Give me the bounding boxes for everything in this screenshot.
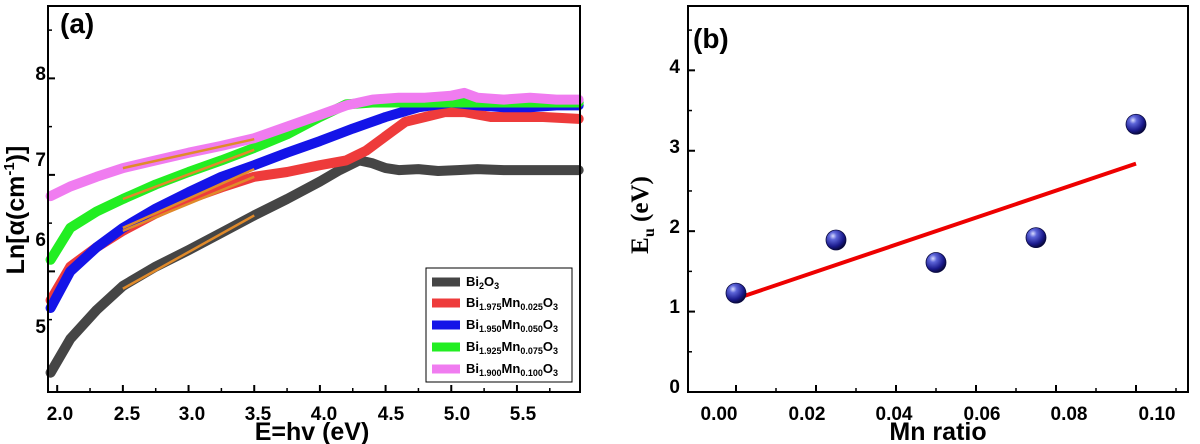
- legend-entry-label: Bi1.975Mn0.025O3: [466, 295, 558, 312]
- fit-segment: [122, 214, 255, 290]
- chart-b: 0.00 0.02 0.04 0.06 0.08 0.10 0 1 2 3 4 …: [627, 5, 1189, 444]
- chart-a-ylabel: Ln[α(cm-1)]: [1, 146, 30, 275]
- fit-line: [735, 161, 1137, 301]
- chart-a-xtick-label: 2.0: [47, 404, 73, 425]
- chart-b-xtick-label: 0.10: [1139, 404, 1176, 425]
- chart-b-ytick-label: 4: [669, 57, 680, 78]
- fit-segment: [122, 148, 255, 201]
- chart-b-ytick-label: 0: [669, 377, 680, 398]
- chart-b-fit-group: [735, 161, 1137, 301]
- data-point: [925, 252, 947, 273]
- chart-b-points-group: [725, 113, 1147, 304]
- chart-b-xtick-label: 0.04: [876, 404, 913, 425]
- legend-entry-label: Bi1.950Mn0.050O3: [466, 317, 558, 334]
- chart-a-xtick-label: 3.0: [179, 404, 205, 425]
- chart-a-xtick-label: 5.5: [510, 404, 537, 425]
- chart-a-xtick-marks: [56, 385, 551, 392]
- chart-a-xtick-label: 3.5: [245, 404, 272, 425]
- chart-b-frame: [687, 5, 1189, 393]
- data-point: [1025, 227, 1047, 249]
- chart-a-ytick-label: 6: [35, 230, 46, 251]
- chart-b-xtick-label: 0.06: [964, 404, 1001, 425]
- chart-a-ytick-label: 7: [35, 150, 46, 171]
- chart-a-xtick-label: 5.0: [444, 404, 470, 425]
- chart-b-xlabel: Mn ratio: [889, 418, 986, 444]
- chart-b-ylabel: Eu (eV): [627, 176, 658, 254]
- chart-a-legend: Bi2O3 Bi1.975Mn0.025O3 Bi1.950Mn0.050O3 …: [425, 267, 573, 383]
- chart-b-ytick-label: 2: [669, 217, 680, 238]
- chart-b-panel-label: (b): [693, 23, 729, 54]
- fit-segment: [122, 167, 255, 230]
- chart-a-frame: [47, 5, 581, 393]
- legend-entry-label: Bi1.900Mn0.100O3: [466, 361, 558, 378]
- chart-b-ytick-label: 1: [669, 297, 680, 318]
- chart-a-xlabel: E=hv (eV): [255, 418, 370, 444]
- data-point: [1125, 113, 1147, 135]
- chart-a-ytick-label: 5: [35, 317, 46, 338]
- chart-a-xtick-label: 4.5: [378, 404, 405, 425]
- fit-segment: [122, 137, 255, 170]
- legend-entry-label: Bi2O3: [466, 274, 499, 291]
- chart-a-xtick-label: 2.5: [114, 404, 141, 425]
- chart-b-tick-marks: [688, 29, 1177, 393]
- series-line: [45, 155, 584, 378]
- chart-a-ytick-label: 8: [35, 64, 46, 85]
- chart-b-ytick-label: 3: [669, 137, 680, 158]
- chart-a-panel-label: (a): [60, 8, 94, 39]
- legend-entry-label: Bi1.925Mn0.075O3: [466, 339, 558, 356]
- fit-segment: [122, 175, 255, 233]
- chart-b-xtick-label: 0.00: [701, 404, 738, 425]
- chart-b-xtick-label: 0.02: [789, 404, 826, 425]
- chart-a-xtick-label: 4.0: [311, 404, 337, 425]
- data-point: [725, 282, 747, 304]
- chart-a: 2.0 2.5 3.0 3.5 4.0 4.5 5.0 5.5 5 6 7 8 …: [1, 5, 584, 444]
- chart-a-fit-group: [122, 137, 255, 290]
- data-point: [825, 229, 847, 251]
- chart-b-xtick-label: 0.08: [1051, 404, 1088, 425]
